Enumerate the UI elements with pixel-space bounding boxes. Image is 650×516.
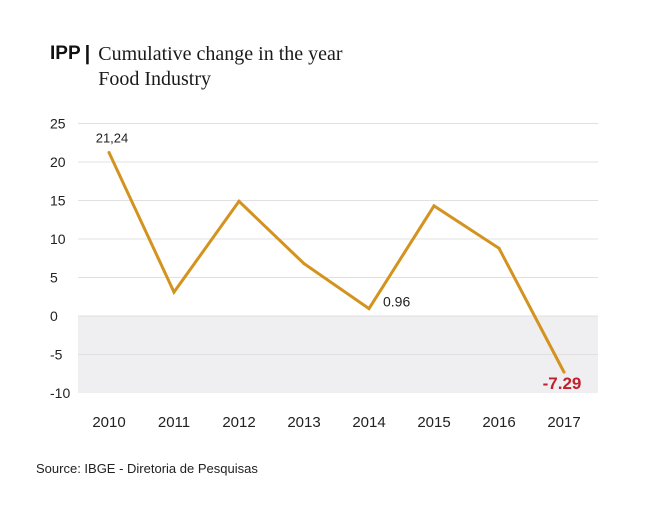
data-point [562,370,566,374]
y-tick-label: 10 [50,231,66,247]
x-tick-label: 2014 [352,414,385,431]
y-tick-label: -5 [50,347,63,363]
y-tick-label: 25 [50,116,66,132]
data-label: 0.96 [383,294,410,310]
y-tick-label: 5 [50,270,58,286]
source-note: Source: IBGE - Diretoria de Pesquisas [36,461,258,476]
y-tick-label: 0 [50,308,58,324]
data-label-negative: -7.29 [543,374,582,393]
data-point [107,150,111,154]
data-point [432,204,436,208]
chart-subtitle: Food Industry [98,68,212,90]
y-tick-label: 20 [50,154,66,170]
data-point [302,262,306,266]
title-separator: | [84,43,91,65]
x-tick-label: 2013 [287,414,320,431]
data-point [237,199,241,203]
data-point [497,246,501,250]
series-line [107,151,566,373]
x-tick-label: 2012 [222,414,255,431]
x-tick-label: 2011 [158,414,190,431]
y-tick-label: -10 [50,385,70,401]
y-tick-label: 15 [50,193,66,209]
x-tick-label: 2016 [482,414,515,431]
x-tick-label: 2010 [92,414,125,431]
chart-header: IPP | Cumulative change in the year Food… [50,42,343,92]
title-block: Cumulative change in the year Food Indus… [98,42,342,92]
chart-title: Cumulative change in the year [98,43,343,65]
brand-label: IPP [50,43,81,64]
data-point [172,290,176,294]
x-tick-label: 2017 [547,414,580,431]
data-label: 21,24 [96,130,129,145]
data-point [367,307,371,311]
x-tick-label: 2015 [417,414,450,431]
